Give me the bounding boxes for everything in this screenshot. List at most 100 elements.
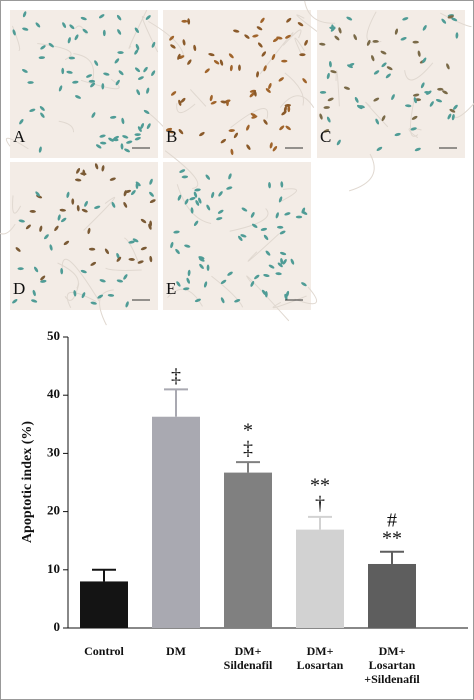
nucleus [253, 90, 257, 97]
nucleus [319, 90, 327, 94]
nucleus [250, 211, 255, 218]
nucleus [279, 125, 285, 131]
nucleus [268, 181, 271, 189]
nucleus [412, 40, 419, 44]
nucleus [82, 28, 88, 34]
fiber [410, 94, 419, 137]
x-tick-label: +Sildenafil [364, 672, 420, 686]
nucleus [63, 240, 70, 246]
fiber [58, 120, 74, 133]
nucleus [39, 225, 43, 232]
nucleus [169, 35, 175, 41]
fiber [211, 275, 244, 308]
nucleus [217, 209, 224, 214]
nucleus [121, 117, 125, 125]
nucleus [358, 105, 365, 109]
nucleus [181, 175, 189, 179]
nucleus [94, 60, 99, 66]
x-tick-label: Losartan [369, 658, 416, 672]
panel-label: C [320, 127, 331, 146]
nucleus [88, 247, 96, 251]
nucleus [233, 29, 240, 33]
nucleus [40, 275, 46, 281]
error-bar [380, 550, 404, 564]
nucleus [302, 78, 307, 84]
y-tick-label: 30 [47, 444, 60, 459]
nucleus [146, 123, 151, 130]
nucleus [246, 144, 251, 150]
nucleus [260, 227, 268, 231]
nucleus [234, 299, 241, 303]
nucleus [281, 59, 288, 63]
nucleus [140, 123, 145, 129]
nucleus [99, 134, 106, 138]
fiber [66, 292, 97, 309]
micrograph-bg [317, 10, 465, 158]
nucleus [104, 248, 110, 255]
nucleus [99, 279, 106, 283]
fiber [349, 153, 375, 192]
nucleus [326, 116, 331, 123]
nucleus [81, 208, 88, 213]
nucleus [187, 59, 192, 65]
nucleus [338, 27, 342, 34]
nucleus [116, 14, 122, 21]
x-tick-label: Sildenafil [224, 658, 273, 672]
nucleus [277, 262, 283, 268]
nucleus [140, 218, 147, 224]
bar [296, 529, 344, 628]
nucleus [394, 28, 399, 35]
nucleus [74, 34, 79, 41]
nucleus [391, 94, 395, 101]
nucleus [128, 240, 135, 244]
micrograph-bg [163, 162, 311, 310]
nucleus [375, 118, 380, 125]
nucleus [257, 42, 263, 48]
nucleus [319, 42, 326, 46]
nucleus [179, 169, 186, 173]
nucleus [285, 290, 290, 298]
nucleus [279, 251, 287, 256]
nucleus [413, 93, 420, 97]
nucleus [134, 27, 139, 33]
nucleus [149, 191, 154, 197]
nucleus [402, 17, 409, 21]
y-tick-label: 20 [47, 503, 60, 518]
bar [152, 416, 200, 628]
nucleus [422, 25, 427, 31]
nucleus [49, 244, 53, 251]
nucleus [238, 64, 241, 71]
fiber [124, 237, 140, 265]
nucleus [276, 225, 284, 229]
nucleus [40, 279, 47, 283]
nucleus [124, 189, 132, 194]
nucleus [193, 44, 197, 52]
nucleus [204, 68, 210, 74]
nucleus [411, 115, 418, 120]
nucleus [187, 18, 191, 25]
nucleus [175, 248, 180, 255]
micrograph: B [148, 10, 340, 158]
nucleus [72, 80, 79, 84]
nucleus [170, 44, 176, 49]
nucleus [216, 217, 223, 221]
nucleus [372, 39, 379, 43]
nucleus [108, 137, 114, 142]
nucleus [381, 115, 386, 122]
nucleus [90, 261, 97, 266]
nucleus [135, 43, 140, 50]
nucleus [128, 258, 135, 261]
nucleus [194, 188, 201, 192]
nucleus [132, 238, 139, 243]
nucleus [442, 90, 448, 95]
x-tick-label: Control [84, 644, 124, 658]
nucleus [18, 219, 25, 223]
nucleus [400, 37, 407, 41]
nucleus [38, 56, 46, 60]
fiber [335, 70, 340, 107]
nucleus [230, 148, 234, 156]
nucleus [269, 142, 273, 149]
nucleus [115, 79, 120, 86]
bar [80, 581, 128, 628]
nucleus [220, 100, 227, 104]
